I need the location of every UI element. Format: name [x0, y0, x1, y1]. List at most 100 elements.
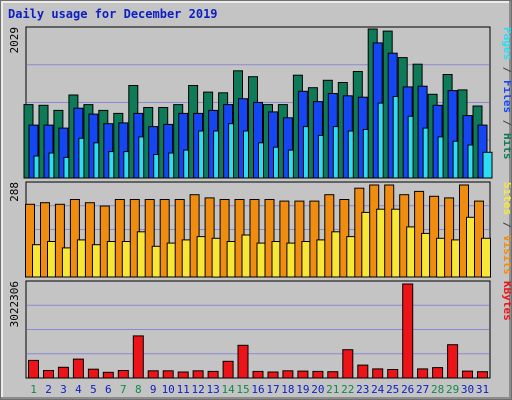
bar-kbytes-day-14: [222, 360, 234, 379]
bar-visits-day-19: [294, 200, 305, 278]
x-tick-label-6: 6: [105, 383, 112, 396]
bar-visits-day-7: [114, 199, 125, 278]
x-tick-label-18: 18: [281, 383, 294, 396]
legend-2: KBytes: [501, 281, 511, 321]
bar-kbytes-day-13: [207, 370, 219, 379]
panel-1: 288 Sites / Visits: [8, 181, 511, 278]
bar-visits-day-9: [144, 199, 155, 278]
bar-kbytes-day-19: [297, 370, 309, 379]
bar-kbytes-day-9: [147, 370, 159, 379]
panel-2: 3022306 KBytes: [8, 280, 511, 379]
x-tick-label-22: 22: [341, 383, 354, 396]
x-tick-label-26: 26: [401, 383, 414, 396]
x-tick-label-16: 16: [251, 383, 264, 396]
bar-visits-day-29: [444, 197, 455, 278]
x-tick-label-9: 9: [150, 383, 157, 396]
x-tick-label-7: 7: [120, 383, 127, 396]
x-tick-label-15: 15: [236, 383, 249, 396]
x-tick-label-20: 20: [311, 383, 324, 396]
bar-kbytes-day-30: [462, 370, 473, 379]
bar-kbytes-day-2: [43, 370, 54, 379]
x-tick-label-11: 11: [177, 383, 190, 396]
bar-visits-day-12: [189, 194, 200, 278]
legend-entry: Sites: [501, 182, 511, 215]
bar-visits-day-4: [69, 199, 80, 278]
x-tick-label-4: 4: [75, 383, 82, 396]
x-tick-label-21: 21: [326, 383, 339, 396]
bar-kbytes-day-16: [252, 370, 264, 379]
bar-kbytes-day-27: [417, 368, 429, 379]
legend-entry: /: [501, 215, 511, 235]
bar-kbytes-day-31: [477, 371, 488, 379]
bar-kbytes-day-20: [312, 370, 324, 379]
bar-kbytes-day-22: [342, 349, 354, 379]
panel-0: 2029 Pages / Files / Hits: [8, 26, 511, 179]
bar-visits-day-20: [309, 200, 320, 278]
legend-entry: Visits: [501, 235, 511, 275]
bar-kbytes-day-15: [237, 344, 249, 379]
bar-kbytes-day-23: [357, 364, 369, 379]
chart-title: Daily usage for December 2019: [8, 7, 218, 21]
bar-kbytes-day-18: [282, 370, 294, 379]
bar-sites-day-31: [481, 237, 491, 278]
x-tick-label-24: 24: [371, 383, 385, 396]
x-tick-label-27: 27: [416, 383, 429, 396]
bar-visits-day-11: [174, 199, 185, 278]
bar-visits-day-3: [54, 203, 65, 278]
bar-kbytes-day-8: [132, 335, 144, 379]
x-tick-label-8: 8: [135, 383, 142, 396]
x-tick-label-31: 31: [476, 383, 489, 396]
bar-visits-day-17: [264, 199, 275, 278]
legend-entry: Pages: [501, 27, 511, 60]
y-max-label: 3022306: [8, 281, 21, 327]
legend-entry: KBytes: [501, 281, 511, 321]
bar-visits-day-5: [84, 202, 95, 278]
legend-entry: Files: [501, 80, 511, 113]
bar-kbytes-day-17: [267, 371, 279, 379]
bar-visits-day-13: [204, 197, 215, 278]
x-tick-label-19: 19: [296, 383, 309, 396]
bar-kbytes-day-7: [117, 370, 129, 379]
legend-entry: /: [501, 113, 511, 133]
x-tick-label-10: 10: [162, 383, 175, 396]
bar-kbytes-day-3: [57, 366, 69, 379]
bar-kbytes-day-28: [432, 367, 444, 379]
x-tick-label-23: 23: [356, 383, 369, 396]
bar-visits-day-1: [25, 203, 35, 278]
y-max-label: 2029: [8, 27, 21, 54]
bar-visits-day-18: [279, 200, 290, 278]
legend-entry: /: [501, 60, 511, 80]
bar-kbytes-day-26: [402, 283, 414, 379]
x-tick-label-30: 30: [461, 383, 474, 396]
x-tick-label-25: 25: [386, 383, 399, 396]
x-tick-label-1: 1: [30, 383, 37, 396]
bar-visits-day-14: [219, 199, 230, 278]
bar-kbytes-day-21: [327, 371, 339, 379]
legend-0: Pages / Files / Hits: [501, 27, 511, 160]
bar-visits-day-2: [40, 202, 50, 278]
bar-kbytes-day-5: [87, 368, 99, 379]
legend-1: Sites / Visits: [501, 182, 511, 275]
bar-kbytes-day-12: [192, 370, 204, 379]
y-max-label: 288: [8, 182, 21, 202]
bar-kbytes-day-25: [387, 369, 399, 379]
x-tick-label-3: 3: [60, 383, 67, 396]
x-tick-label-12: 12: [191, 383, 204, 396]
bar-visits-day-10: [159, 199, 170, 278]
bar-kbytes-day-24: [372, 368, 384, 379]
x-tick-label-17: 17: [266, 383, 279, 396]
bar-kbytes-day-11: [177, 371, 189, 379]
legend-entry: Hits: [501, 133, 511, 160]
x-tick-label-29: 29: [446, 383, 459, 396]
bar-kbytes-day-1: [28, 359, 39, 379]
bar-kbytes-day-10: [162, 370, 174, 379]
bar-pages-day-31: [482, 151, 493, 179]
x-tick-label-5: 5: [90, 383, 97, 396]
x-tick-label-28: 28: [431, 383, 444, 396]
x-tick-label-14: 14: [221, 383, 235, 396]
x-tick-label-13: 13: [206, 383, 219, 396]
x-tick-label-2: 2: [45, 383, 52, 396]
bar-kbytes-day-29: [447, 344, 459, 379]
